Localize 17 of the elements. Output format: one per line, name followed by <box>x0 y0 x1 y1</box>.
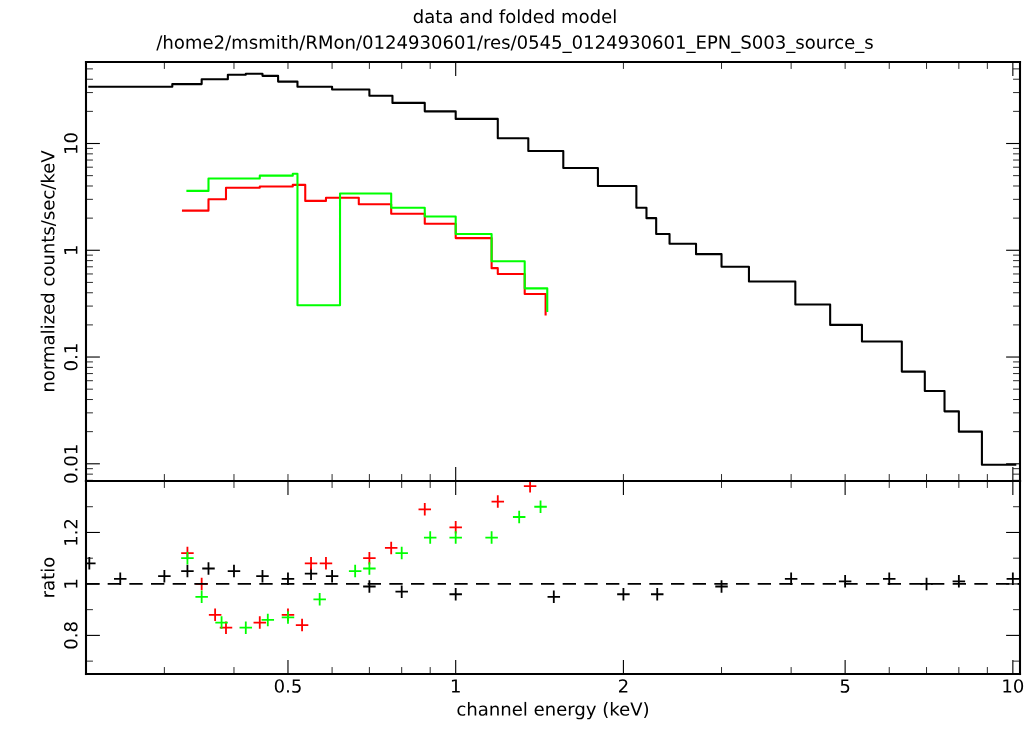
x-tick-label: 10 <box>1003 679 1024 693</box>
x-tick-label: 1 <box>451 679 460 693</box>
chart-subtitle: /home2/msmith/RMon/0124930601/res/0545_0124930601_EPN_S003_source_s <box>156 35 873 53</box>
x-tick-label: 5 <box>840 679 850 693</box>
y-tick-label: 1 <box>64 579 78 588</box>
y-tick-label: 0.01 <box>63 445 78 483</box>
y-tick-label: 10 <box>63 133 78 154</box>
y-tick-label: 0.1 <box>63 344 78 371</box>
y-axis-title: ratio <box>40 557 55 597</box>
x-tick-label: 2 <box>618 679 628 693</box>
y-tick-label: 1.2 <box>63 519 78 545</box>
x-tick-label: 0.5 <box>274 679 301 693</box>
y-tick-label: 1 <box>64 246 78 255</box>
x-axis-title: channel energy (keV) <box>457 701 649 720</box>
y-tick-label: 0.8 <box>63 622 78 649</box>
y-axis-title: normalized counts/sec/keV <box>40 150 57 391</box>
chart-title: data and folded model <box>413 9 616 24</box>
